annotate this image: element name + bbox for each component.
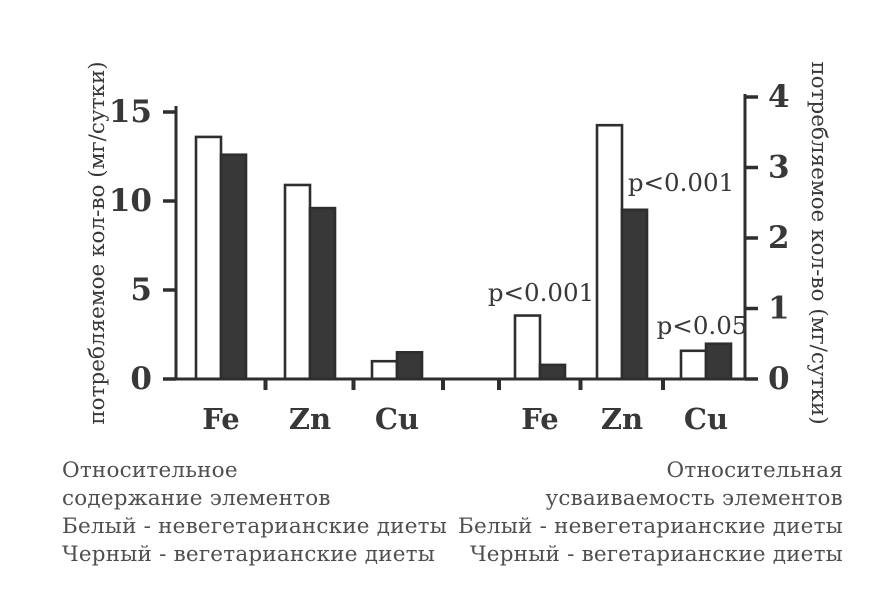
pvalue-label-cu: p<0.05: [657, 311, 748, 340]
right-axis-ticklabel-3: 3: [768, 150, 790, 186]
right-axis-ticklabel-0: 0: [768, 361, 790, 397]
caption-left: Относительное содержание элементов Белый…: [62, 457, 447, 569]
category-label-group1-cu: Cu: [375, 402, 419, 436]
bar-group2-zn-nonveg: [595, 123, 624, 381]
axes-layer: [163, 94, 758, 390]
caption-left-line3: Белый - невегетарианские диеты: [62, 514, 448, 539]
bars-layer: [194, 123, 733, 381]
caption-left-line2: содержание элементов: [62, 486, 331, 511]
caption-right-line1: Относительная: [666, 458, 843, 483]
bar-group2-zn-veg: [620, 208, 649, 381]
left-axis-ticklabel-5: 5: [130, 272, 152, 308]
right-axis-title: потребляемое кол-во (мг/сутки): [806, 61, 831, 424]
bar-group1-cu-nonveg: [370, 359, 399, 381]
bar-group1-fe-veg: [219, 153, 248, 381]
left-axis-title: потребляемое кол-во (мг/сутки): [85, 61, 110, 424]
pvalue-label-zn: p<0.001: [628, 168, 734, 197]
left-axis-ticklabel-10: 10: [109, 183, 152, 219]
pvalue-label-fe: p<0.001: [488, 278, 594, 307]
right-axis-ticklabel-2: 2: [768, 220, 790, 256]
category-label-group2-cu: Cu: [684, 402, 728, 436]
left-axis-ticklabel-0: 0: [130, 361, 152, 397]
bar-group1-fe-nonveg: [194, 135, 223, 381]
bar-group1-cu-veg: [395, 350, 424, 381]
caption-left-line1: Относительное: [62, 458, 238, 483]
caption-right-line3: Белый - невегетарианские диеты: [457, 514, 843, 539]
caption-right: Относительная усваиваемость элементов Бе…: [458, 457, 843, 569]
category-label-group1-fe: Fe: [202, 402, 239, 436]
bar-group2-fe-nonveg: [513, 314, 542, 381]
bar-group1-zn-nonveg: [283, 183, 312, 381]
bar-group2-cu-nonveg: [679, 349, 708, 381]
caption-right-line4: Черный - вегетарианские диеты: [469, 542, 843, 567]
bar-group2-fe-veg: [538, 363, 567, 381]
left-axis-ticklabel-15: 15: [109, 94, 152, 130]
category-label-group1-zn: Zn: [289, 402, 331, 436]
category-label-group2-fe: Fe: [521, 402, 558, 436]
right-axis-ticklabel-4: 4: [768, 79, 790, 115]
bar-group2-cu-veg: [704, 342, 733, 381]
bar-group1-zn-veg: [308, 206, 337, 381]
caption-left-line4: Черный - вегетарианские диеты: [62, 542, 436, 567]
caption-right-line2: усваиваемость элементов: [545, 486, 843, 511]
category-label-group2-zn: Zn: [601, 402, 643, 436]
labels-layer: Fe Zn Cu Fe Zn Cu p<0.001 p<0.001 p<0.05 0 5 10 15 0 1…: [109, 79, 790, 436]
right-axis-ticklabel-1: 1: [768, 291, 790, 327]
